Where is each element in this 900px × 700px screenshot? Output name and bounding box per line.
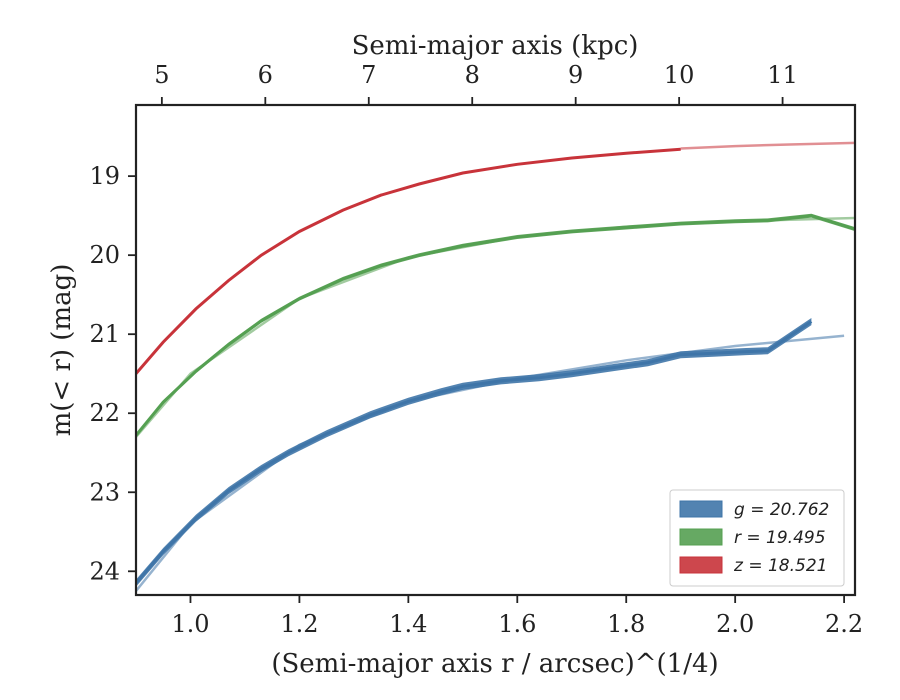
y-tick-label: 19 <box>89 162 120 190</box>
x-tick-label: 1.4 <box>389 610 427 638</box>
legend-label-g: g = 20.762 <box>734 500 829 520</box>
y-tick-label: 22 <box>89 399 120 427</box>
legend-swatch-z <box>679 556 723 574</box>
legend-label-z: z = 18.521 <box>733 556 827 576</box>
plot-frame <box>134 103 857 597</box>
series-group <box>136 141 855 592</box>
top-tick-label: 6 <box>258 61 273 89</box>
x-tick-label: 1.0 <box>171 610 209 638</box>
top-tick-label: 10 <box>664 61 695 89</box>
legend: g = 20.762 r = 19.495 z = 18.521 <box>669 489 845 587</box>
plot-area <box>136 141 855 592</box>
x-tick-label: 1.8 <box>607 610 645 638</box>
profile-line-g <box>136 320 813 585</box>
legend-swatch-r <box>679 528 723 546</box>
x-tick-label: 2.0 <box>716 610 754 638</box>
y-tick-label: 24 <box>89 557 120 585</box>
profile-line-r <box>136 214 855 437</box>
top-tick-label: 8 <box>465 61 480 89</box>
y-axis-title: m(< r) (mag) <box>47 264 77 437</box>
model-line-z <box>680 141 855 150</box>
y-tick-label: 20 <box>89 241 120 269</box>
x-tick-label: 1.6 <box>498 610 536 638</box>
legend-label-r: r = 19.495 <box>734 528 826 548</box>
x-tick-label: 1.2 <box>280 610 318 638</box>
top-tick-label: 5 <box>154 61 169 89</box>
x-tick-label: 2.2 <box>825 610 863 638</box>
top-axis-title: Semi-major axis (kpc) <box>352 31 639 61</box>
legend-swatch-g <box>679 500 723 518</box>
bottom-axis-title: (Semi-major axis r / arcsec)^(1/4) <box>271 649 718 679</box>
axes: 1.0 1.2 1.4 1.6 1.8 2.0 2.2 19 20 21 22 23 24 5 6 7 8 9 10… <box>89 61 863 638</box>
top-tick-label: 9 <box>568 61 583 89</box>
profile-line-z <box>136 147 681 375</box>
top-tick-label: 11 <box>767 61 798 89</box>
y-tick-label: 23 <box>89 478 120 506</box>
y-tick-label: 21 <box>89 320 120 348</box>
top-tick-label: 7 <box>361 61 376 89</box>
